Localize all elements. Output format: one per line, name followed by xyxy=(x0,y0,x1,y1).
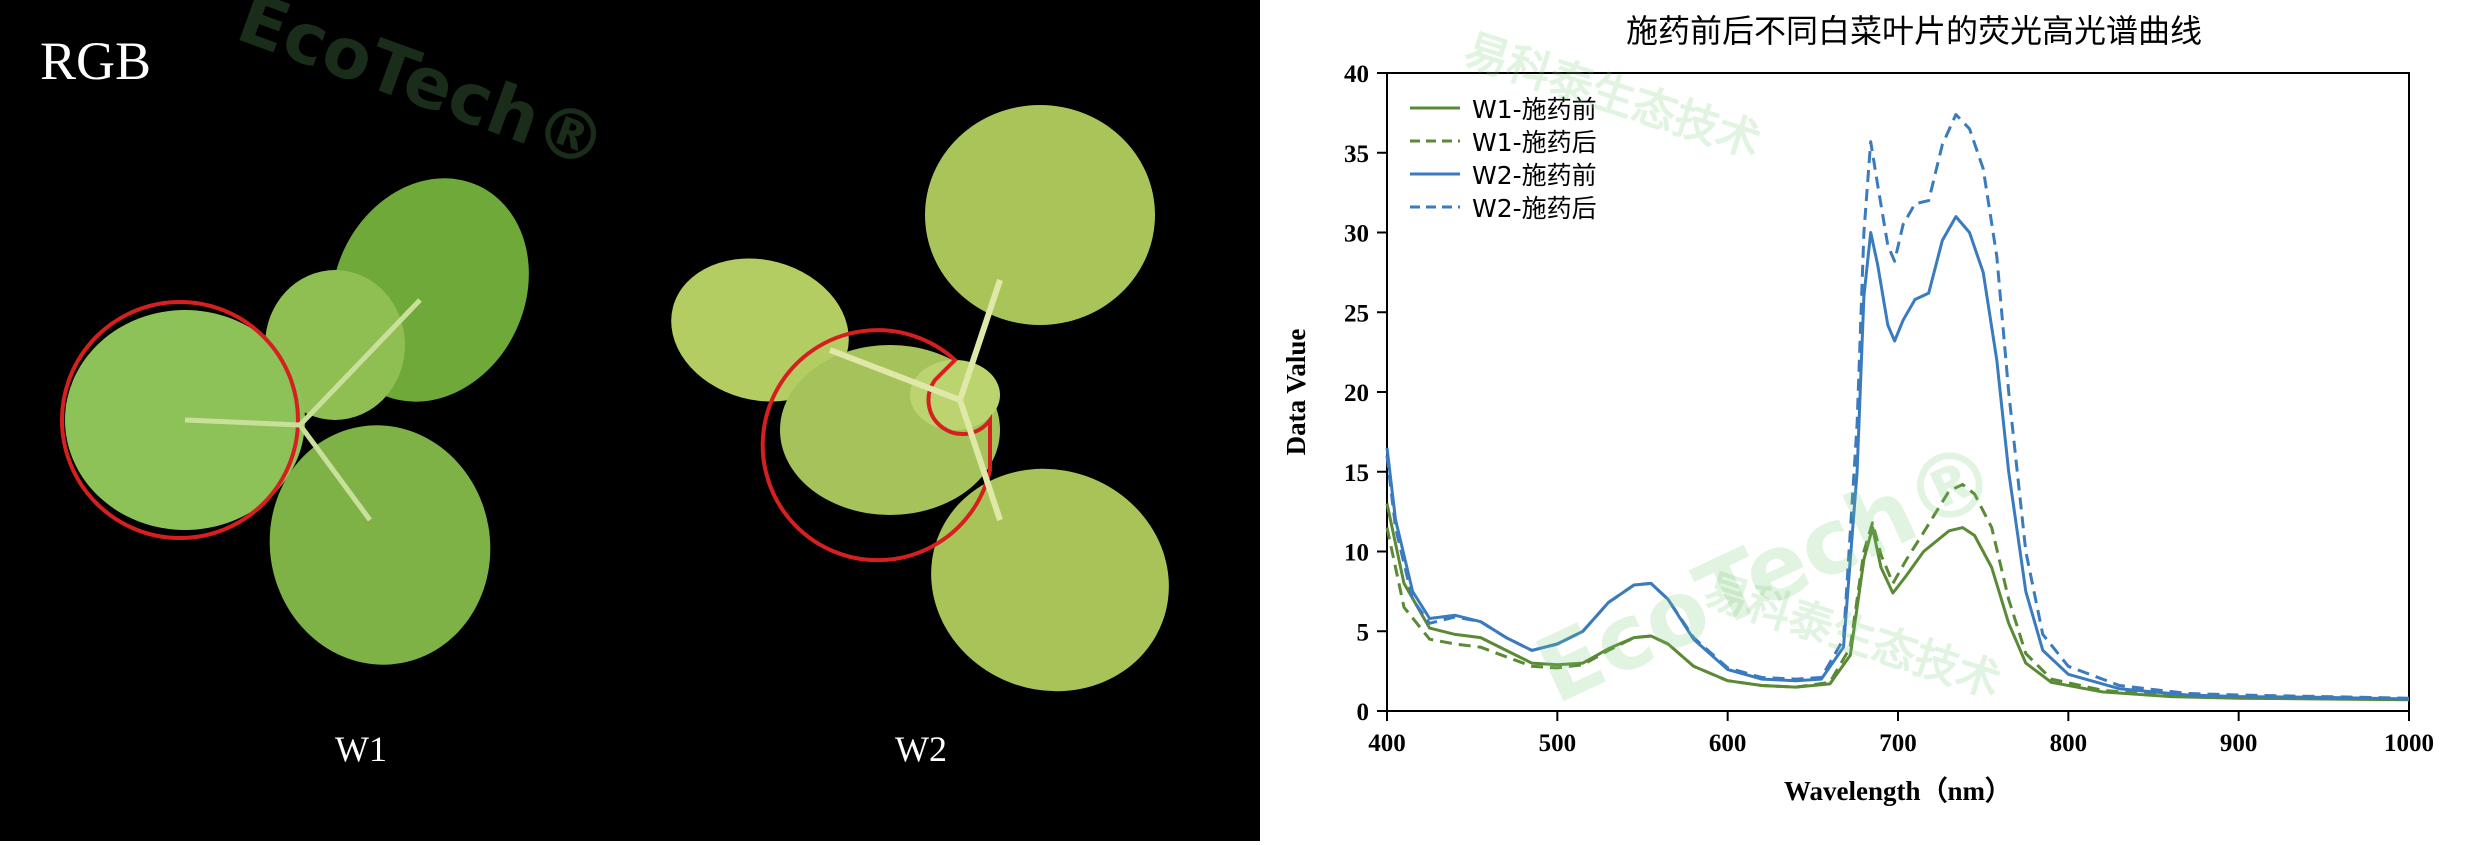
x-tick-label: 800 xyxy=(2050,730,2088,757)
plant-label-w1: W1 xyxy=(335,729,387,769)
y-tick-label: 0 xyxy=(1357,699,1370,726)
legend-label: W1-施药后 xyxy=(1472,128,1597,157)
x-tick-label: 600 xyxy=(1709,730,1747,757)
x-tick-label: 400 xyxy=(1368,730,1406,757)
series-line-3 xyxy=(1385,215,2410,701)
y-tick-label: 5 xyxy=(1357,619,1370,646)
y-tick-label: 30 xyxy=(1344,221,1369,248)
plant-w1 xyxy=(60,178,529,665)
x-tick-label: 500 xyxy=(1539,730,1577,757)
plant-label-w2: W2 xyxy=(895,729,947,769)
x-tick-label: 700 xyxy=(1879,730,1917,757)
x-tick-label: 900 xyxy=(2220,730,2258,757)
series-line-1 xyxy=(1385,503,2410,702)
y-tick-label: 40 xyxy=(1344,61,1369,88)
x-tick-label: 1000 xyxy=(2384,730,2434,757)
plant-photo xyxy=(60,105,1169,692)
spectrum-chart-panel: 施药前后不同白菜叶片的荧光高光谱曲线 400 500 600 700 800 900 100… xyxy=(1260,0,2481,841)
y-tick-label: 15 xyxy=(1344,460,1369,487)
legend-label: W2-施药后 xyxy=(1472,194,1597,223)
chart-title: 施药前后不同白菜叶片的荧光高光谱曲线 xyxy=(1626,12,2202,50)
series-lines xyxy=(1385,113,2410,702)
legend-label: W1-施药前 xyxy=(1472,95,1597,124)
plant-w2 xyxy=(671,105,1169,692)
y-axis-label: Data Value xyxy=(1281,329,1311,456)
series-line-2 xyxy=(1385,483,2410,701)
y-tick-label: 20 xyxy=(1344,380,1369,407)
legend-label: W2-施药前 xyxy=(1472,161,1597,190)
highlight-arc-w2 xyxy=(760,328,992,563)
rgb-label: RGB xyxy=(40,31,152,91)
highlight-circle-w1 xyxy=(60,300,300,540)
y-tick-label: 10 xyxy=(1344,540,1369,567)
rgb-photo-panel: RGB W1 W2 xyxy=(0,0,1260,841)
axis-ticks: 400 500 600 700 800 900 1000 0 5 10 15 20 25 30 35 40 xyxy=(1344,61,2434,757)
y-tick-label: 25 xyxy=(1344,300,1369,327)
legend: W1-施药前 W1-施药后 W2-施药前 W2-施药后 xyxy=(1410,95,1597,223)
spectrum-chart: 施药前后不同白菜叶片的荧光高光谱曲线 400 500 600 700 800 900 100… xyxy=(1281,12,2434,806)
y-tick-label: 35 xyxy=(1344,141,1369,168)
series-line-4 xyxy=(1385,113,2410,700)
x-axis-label: Wavelength（nm） xyxy=(1784,776,2012,806)
